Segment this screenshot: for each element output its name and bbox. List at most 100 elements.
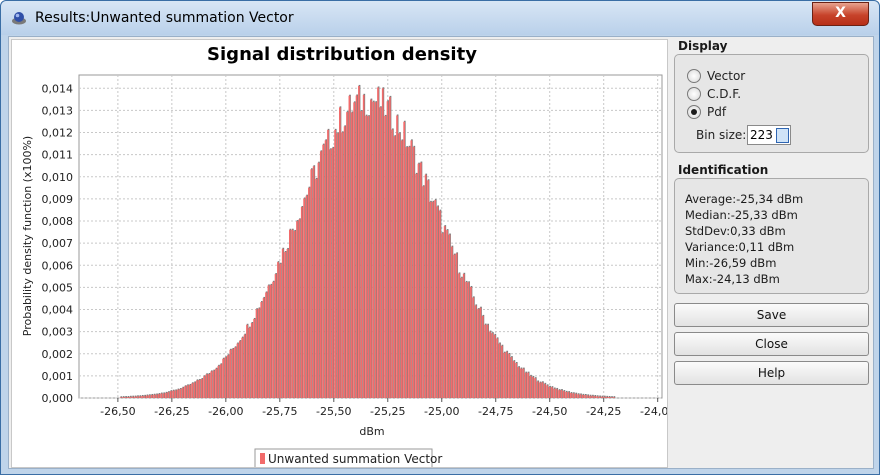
histogram-bar — [193, 382, 196, 398]
histogram-bar — [479, 307, 482, 398]
histogram-bar — [262, 297, 265, 398]
histogram-bar — [229, 349, 232, 398]
identification-group-title: Identification — [678, 163, 769, 177]
bin-size-value: 223 — [750, 128, 773, 142]
histogram-bar — [417, 163, 420, 398]
histogram-bar — [143, 395, 146, 398]
y-tick-label: 0,013 — [42, 104, 74, 117]
radio-cdf-button[interactable] — [687, 87, 701, 101]
close-button[interactable]: Close — [674, 332, 869, 356]
histogram-bar — [172, 390, 174, 398]
radio-vector-button[interactable] — [687, 69, 701, 83]
histogram-bar — [165, 392, 167, 398]
histogram-bar — [136, 396, 139, 398]
histogram-bar — [608, 397, 610, 398]
x-tick-label: -24,50 — [532, 405, 567, 418]
histogram-bar — [534, 378, 537, 398]
legend-swatch — [260, 453, 265, 464]
bin-size-label: Bin size: — [696, 128, 747, 142]
histogram-bar — [224, 357, 227, 398]
histogram-bar — [470, 286, 472, 398]
histogram-bar — [455, 253, 458, 398]
histogram-bar — [217, 365, 220, 398]
help-button[interactable]: Help — [674, 361, 869, 385]
histogram-bar — [150, 394, 153, 398]
x-tick-label: -26,00 — [208, 405, 243, 418]
histogram-bar — [441, 233, 444, 398]
histogram-bars — [119, 84, 616, 399]
histogram-bar — [586, 395, 589, 398]
histogram-bar-shadow — [122, 396, 125, 398]
histogram-bar-shadow — [120, 396, 123, 398]
y-tick-label: 0,011 — [42, 149, 74, 162]
calculator-icon[interactable] — [776, 128, 789, 143]
histogram-bar — [153, 394, 155, 398]
histogram-bar — [508, 353, 510, 398]
histogram-bar-shadow — [611, 396, 613, 398]
radio-pdf-button[interactable] — [687, 105, 701, 119]
histogram-bar — [372, 101, 375, 399]
histogram-bar — [167, 392, 170, 398]
histogram-bar — [500, 345, 503, 398]
histogram-bar — [381, 88, 384, 398]
x-tick-label: -25,50 — [316, 405, 351, 418]
histogram-bar — [231, 348, 234, 398]
legend-label: Unwanted summation Vector — [268, 452, 442, 466]
histogram-bar — [515, 363, 517, 398]
histogram-bar — [281, 248, 284, 398]
histogram-bar — [486, 324, 489, 398]
histogram-bar — [300, 207, 303, 398]
histogram-bar — [531, 376, 534, 398]
histogram-bar — [267, 285, 270, 398]
histogram-bar — [505, 351, 508, 398]
histogram-bar — [162, 393, 165, 398]
histogram-bar — [260, 302, 263, 398]
histogram-bar — [341, 132, 344, 398]
histogram-bar — [522, 368, 525, 398]
histogram-bar — [274, 274, 277, 398]
histogram-bar — [439, 210, 441, 398]
histogram-bar — [512, 361, 515, 398]
stat-median: Median:-25,33 dBm — [685, 208, 798, 222]
histogram-bar — [184, 386, 186, 398]
histogram-bar — [339, 107, 341, 398]
y-tick-label: 0,014 — [42, 82, 74, 95]
x-tick-label: -25,25 — [370, 405, 405, 418]
histogram-bar — [560, 390, 563, 398]
histogram-bar — [408, 146, 410, 398]
histogram-bar — [212, 370, 215, 398]
histogram-bar — [169, 391, 172, 398]
histogram-bar — [446, 230, 448, 398]
y-tick-label: 0,009 — [42, 193, 74, 206]
histogram-bar — [241, 337, 244, 398]
histogram-bar — [305, 195, 308, 398]
window-close-button[interactable]: X — [812, 2, 869, 26]
histogram-bar — [555, 388, 558, 398]
chart-panel: Signal distribution density 0,000 0,001 0,… — [11, 39, 675, 469]
histogram-bar — [174, 390, 177, 398]
histogram-bar — [510, 357, 513, 398]
histogram-bar — [462, 273, 465, 398]
histogram-bar — [179, 389, 182, 398]
histogram-bar — [188, 384, 191, 398]
histogram-bar — [379, 107, 382, 398]
title-bar[interactable]: Results:Unwanted summation Vector X — [1, 1, 879, 35]
y-tick-label: 0,005 — [42, 281, 74, 294]
bin-size-input[interactable]: 223 — [747, 125, 791, 145]
histogram-bar — [546, 385, 548, 398]
histogram-bar — [424, 174, 427, 398]
histogram-bar — [205, 374, 208, 398]
stat-min: Min:-26,59 dBm — [685, 256, 777, 270]
histogram-bar — [312, 166, 315, 398]
histogram-bar — [431, 201, 434, 398]
x-tick-label: -26,25 — [154, 405, 189, 418]
histogram-bar — [210, 371, 213, 398]
histogram-bar — [477, 309, 479, 398]
y-tick-label: 0,000 — [42, 392, 74, 405]
histogram-bar — [398, 133, 401, 398]
histogram-bar — [293, 230, 296, 398]
histogram-bar — [553, 388, 556, 398]
histogram-bar — [393, 136, 396, 398]
save-button[interactable]: Save — [674, 303, 869, 327]
histogram-bar — [353, 102, 356, 398]
